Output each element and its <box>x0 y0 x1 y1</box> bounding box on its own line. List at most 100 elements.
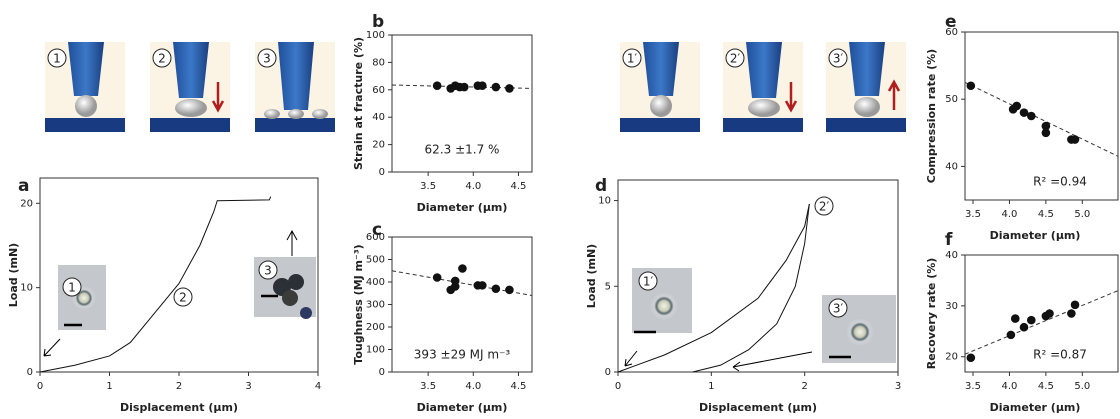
fit-line <box>964 290 1119 355</box>
data-point <box>1027 315 1036 325</box>
y-tick-label: 40 <box>945 250 958 261</box>
load-curve <box>692 203 810 373</box>
circled-label: 2′ <box>819 200 830 214</box>
circled-label: 2 <box>179 291 187 305</box>
panel-letter: a <box>18 176 29 196</box>
x-tick-label: 2 <box>801 381 807 392</box>
circled-label: 1 <box>53 52 61 66</box>
circled-label: 3 <box>264 264 272 278</box>
y-tick-label: 0 <box>379 167 385 178</box>
x-tick-label: 5.0 <box>1074 209 1090 220</box>
y-tick-label: 400 <box>366 277 385 288</box>
annotation: 393 ±29 MJ m⁻³ <box>414 348 511 362</box>
x-tick-label: 3.5 <box>420 181 436 192</box>
y-tick-label: 50 <box>945 94 958 105</box>
y-tick-label: 5 <box>605 281 611 292</box>
circled-label: 2 <box>158 52 166 66</box>
y-tick-label: 60 <box>372 85 385 96</box>
x-tick-label: 0 <box>615 381 621 392</box>
panel-letter: b <box>372 12 384 32</box>
x-tick-label: 4.0 <box>465 381 481 392</box>
load-curve <box>39 196 272 373</box>
circled-label: 2′ <box>730 52 741 66</box>
x-tick-label: 3 <box>245 381 251 392</box>
data-point <box>1041 121 1051 131</box>
schematic-1 <box>45 42 125 132</box>
y-tick-label: 0 <box>27 367 33 378</box>
y-tick-label: 10 <box>20 283 33 294</box>
x-tick-label: 3.5 <box>965 209 981 220</box>
x-axis-label: Diameter (μm) <box>417 401 508 414</box>
data-point <box>432 273 442 282</box>
label-circle <box>814 196 834 216</box>
circled-label: 3 <box>263 52 271 66</box>
y-axis-label: Recovery rate (%) <box>925 258 938 370</box>
label-circle <box>725 48 745 68</box>
panel-letter: d <box>595 176 607 196</box>
label-circle <box>828 48 848 68</box>
y-tick-label: 40 <box>945 161 958 172</box>
data-point <box>1070 135 1080 144</box>
x-axis-label: Diameter (μm) <box>990 229 1081 242</box>
data-point <box>505 84 514 93</box>
x-axis-label: Diameter (μm) <box>417 201 508 214</box>
y-tick-label: 100 <box>366 30 385 41</box>
fit-line <box>964 81 1119 157</box>
x-tick-label: 4.5 <box>510 381 526 392</box>
plot-frame <box>964 31 1119 201</box>
circled-label: 1′ <box>643 275 654 289</box>
x-tick-label: 4.0 <box>1001 381 1017 392</box>
circled-label: 1 <box>68 281 76 295</box>
plot-frame <box>964 254 1119 373</box>
data-point <box>1019 108 1029 117</box>
y-tick-label: 40 <box>372 112 385 123</box>
x-axis-label: Displacement (μm) <box>120 401 238 414</box>
y-tick-label: 500 <box>366 255 385 266</box>
circled-label: 3′ <box>833 302 844 316</box>
data-point <box>491 82 501 92</box>
x-tick-label: 4.5 <box>1038 209 1054 220</box>
x-tick-label: 3.5 <box>965 381 981 392</box>
label-circle <box>638 271 658 291</box>
y-tick-label: 20 <box>372 140 385 151</box>
label-circle <box>47 48 67 68</box>
y-tick-label: 600 <box>366 232 385 243</box>
annotation: 62.3 ±1.7 % <box>425 143 500 157</box>
y-axis-label: Compression rate (%) <box>925 49 938 183</box>
plot-frame <box>391 34 533 173</box>
label-circle <box>62 277 82 297</box>
data-point <box>966 81 976 91</box>
y-axis-label: Load (mN) <box>585 244 598 308</box>
data-point <box>478 81 487 90</box>
x-tick-label: 1 <box>708 381 714 392</box>
y-tick-label: 20 <box>945 352 958 363</box>
label-circle <box>173 287 193 307</box>
y-axis-label: Strain at fracture (%) <box>352 37 365 170</box>
x-tick-label: 3 <box>895 381 901 392</box>
label-circle <box>257 48 277 68</box>
annotation: R² =0.87 <box>1033 348 1087 362</box>
x-tick-label: 2 <box>176 381 182 392</box>
plot-frame <box>617 179 899 373</box>
x-tick-label: 3.5 <box>420 381 436 392</box>
x-axis-label: Diameter (μm) <box>990 401 1081 414</box>
y-tick-label: 20 <box>20 198 33 209</box>
y-tick-label: 60 <box>945 27 958 38</box>
fit-line <box>391 270 533 296</box>
panel-letter: c <box>372 220 382 240</box>
y-axis-label: Toughness (MJ m⁻³) <box>352 244 365 364</box>
data-point <box>450 276 460 286</box>
data-point <box>478 281 487 290</box>
data-point <box>1019 322 1029 332</box>
data-point <box>1045 309 1054 318</box>
x-tick-label: 1 <box>106 381 112 392</box>
y-tick-label: 30 <box>945 301 958 312</box>
data-point <box>1027 111 1036 121</box>
data-point <box>458 264 467 273</box>
y-tick-label: 300 <box>366 300 385 311</box>
y-tick-label: 100 <box>366 345 385 356</box>
data-point <box>1070 300 1080 310</box>
data-point <box>505 285 514 295</box>
label-circle <box>152 48 172 68</box>
